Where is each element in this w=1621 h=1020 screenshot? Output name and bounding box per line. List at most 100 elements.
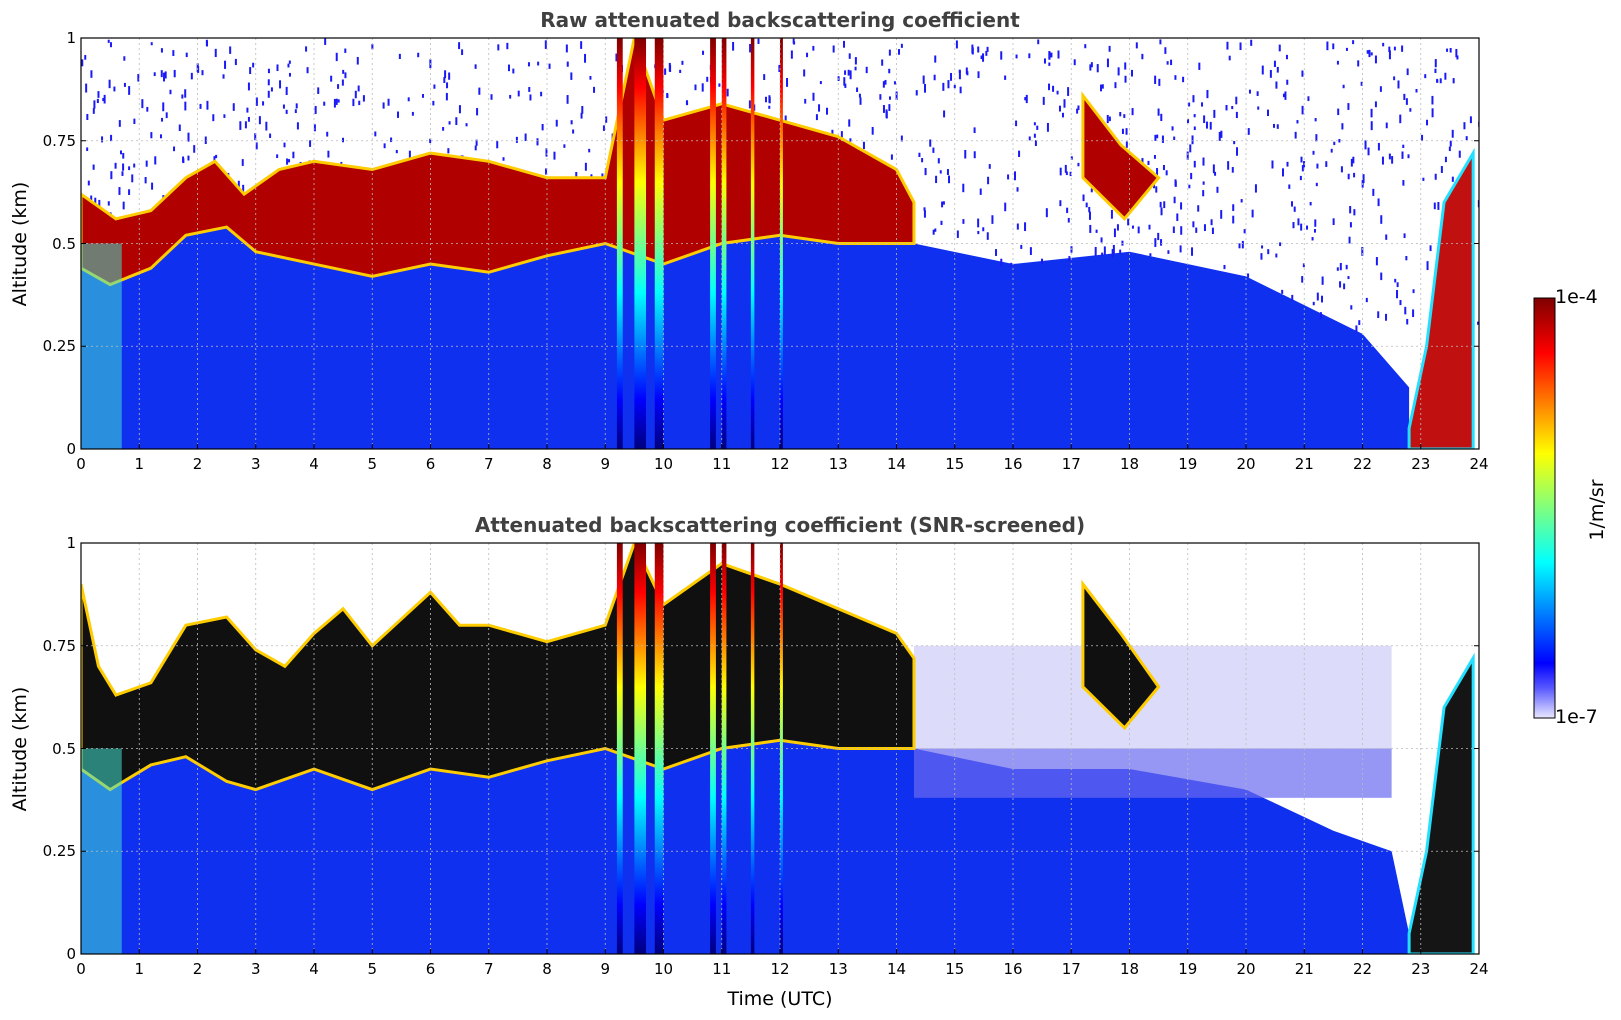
noise-speck: [806, 52, 809, 58]
noise-speck: [1339, 281, 1342, 288]
noise-speck: [763, 74, 766, 81]
noise-speck: [937, 158, 940, 164]
noise-speck: [1010, 262, 1013, 267]
noise-speck: [847, 69, 850, 76]
noise-speck: [1059, 167, 1062, 176]
noise-speck: [118, 187, 121, 195]
noise-speck: [172, 50, 175, 56]
noise-speck: [164, 71, 167, 79]
noise-speck: [1227, 161, 1230, 170]
noise-speck: [1250, 39, 1253, 46]
noise-speck: [804, 98, 807, 104]
noise-speck: [262, 101, 265, 106]
noise-speck: [884, 79, 887, 85]
y-tick-label: 0.25: [42, 337, 76, 356]
noise-speck: [276, 154, 279, 159]
noise-speck: [1362, 174, 1365, 184]
noise-speck: [1375, 257, 1378, 266]
x-tick-label: 21: [1294, 960, 1314, 978]
noise-speck: [1100, 84, 1103, 92]
noise-speck: [818, 104, 821, 112]
noise-speck: [832, 45, 835, 53]
noise-speck: [1275, 81, 1278, 89]
noise-speck: [249, 67, 252, 75]
noise-speck: [292, 151, 295, 159]
noise-speck: [1108, 45, 1111, 52]
noise-speck: [1266, 109, 1269, 117]
noise-speck: [1275, 253, 1278, 258]
noise-speck: [213, 156, 216, 162]
noise-speck: [1345, 264, 1348, 270]
plot-title-raw: Raw attenuated backscattering coefficien…: [540, 8, 1020, 32]
noise-speck: [344, 48, 347, 53]
noise-speck: [1364, 140, 1367, 150]
noise-speck: [1155, 186, 1158, 193]
noise-speck: [84, 55, 87, 60]
noise-speck: [979, 188, 982, 195]
noise-speck: [1409, 108, 1412, 112]
noise-speck: [1465, 136, 1468, 141]
noise-speck: [173, 69, 176, 78]
noise-speck: [150, 132, 153, 139]
x-tick-label: 8: [542, 960, 552, 978]
noise-speck: [888, 49, 891, 56]
noise-speck: [885, 111, 888, 119]
noise-speck: [1029, 247, 1032, 255]
noise-speck: [265, 121, 268, 131]
noise-speck: [1357, 60, 1360, 67]
noise-speck: [1349, 222, 1352, 228]
x-tick-label: 2: [192, 455, 203, 473]
noise-speck: [849, 138, 852, 142]
noise-speck: [1158, 78, 1161, 86]
noise-speck: [1338, 138, 1341, 143]
noise-speck: [199, 103, 202, 109]
noise-speck: [1393, 76, 1396, 81]
noise-speck: [317, 87, 320, 94]
noise-speck: [1203, 115, 1206, 124]
noise-speck: [915, 90, 918, 96]
noise-speck: [948, 175, 951, 184]
noise-speck: [330, 75, 333, 82]
x-tick-label: 1: [134, 455, 145, 473]
noise-speck: [536, 138, 539, 146]
noise-speck: [946, 169, 949, 175]
noise-speck: [1202, 157, 1205, 166]
noise-speck: [1162, 165, 1165, 171]
x-tick-label: 5: [367, 960, 378, 978]
noise-speck: [1232, 215, 1235, 224]
noise-speck: [81, 59, 84, 67]
noise-speck: [1319, 312, 1322, 320]
noise-speck: [1037, 39, 1040, 45]
noise-speck: [145, 160, 148, 167]
x-tick-label: 16: [1003, 455, 1023, 473]
noise-speck: [1294, 131, 1297, 139]
noise-speck: [950, 72, 953, 81]
noise-speck: [1193, 126, 1196, 131]
noise-speck: [101, 136, 104, 143]
noise-speck: [1148, 224, 1151, 230]
noise-speck: [335, 98, 338, 105]
noise-speck: [1316, 163, 1319, 169]
noise-speck: [1174, 179, 1177, 187]
noise-speck: [445, 92, 448, 101]
noise-speck: [1157, 232, 1160, 241]
noise-speck: [1284, 91, 1287, 100]
noise-speck: [1333, 141, 1336, 146]
noise-speck: [768, 105, 771, 109]
noise-speck: [529, 94, 532, 101]
noise-speck: [986, 232, 989, 240]
noise-speck: [1401, 151, 1404, 159]
noise-speck: [956, 230, 959, 238]
noise-speck: [1000, 51, 1003, 60]
noise-speck: [1004, 202, 1007, 212]
noise-speck: [98, 199, 101, 206]
noise-speck: [382, 102, 385, 109]
noise-speck: [1228, 55, 1231, 61]
noise-speck: [1455, 48, 1458, 58]
x-tick-label: 11: [712, 960, 732, 978]
noise-speck: [1119, 249, 1122, 254]
noise-speck: [201, 70, 204, 76]
noise-speck: [448, 72, 451, 80]
x-tick-label: 12: [770, 960, 790, 978]
x-tick-label: 4: [309, 455, 319, 473]
